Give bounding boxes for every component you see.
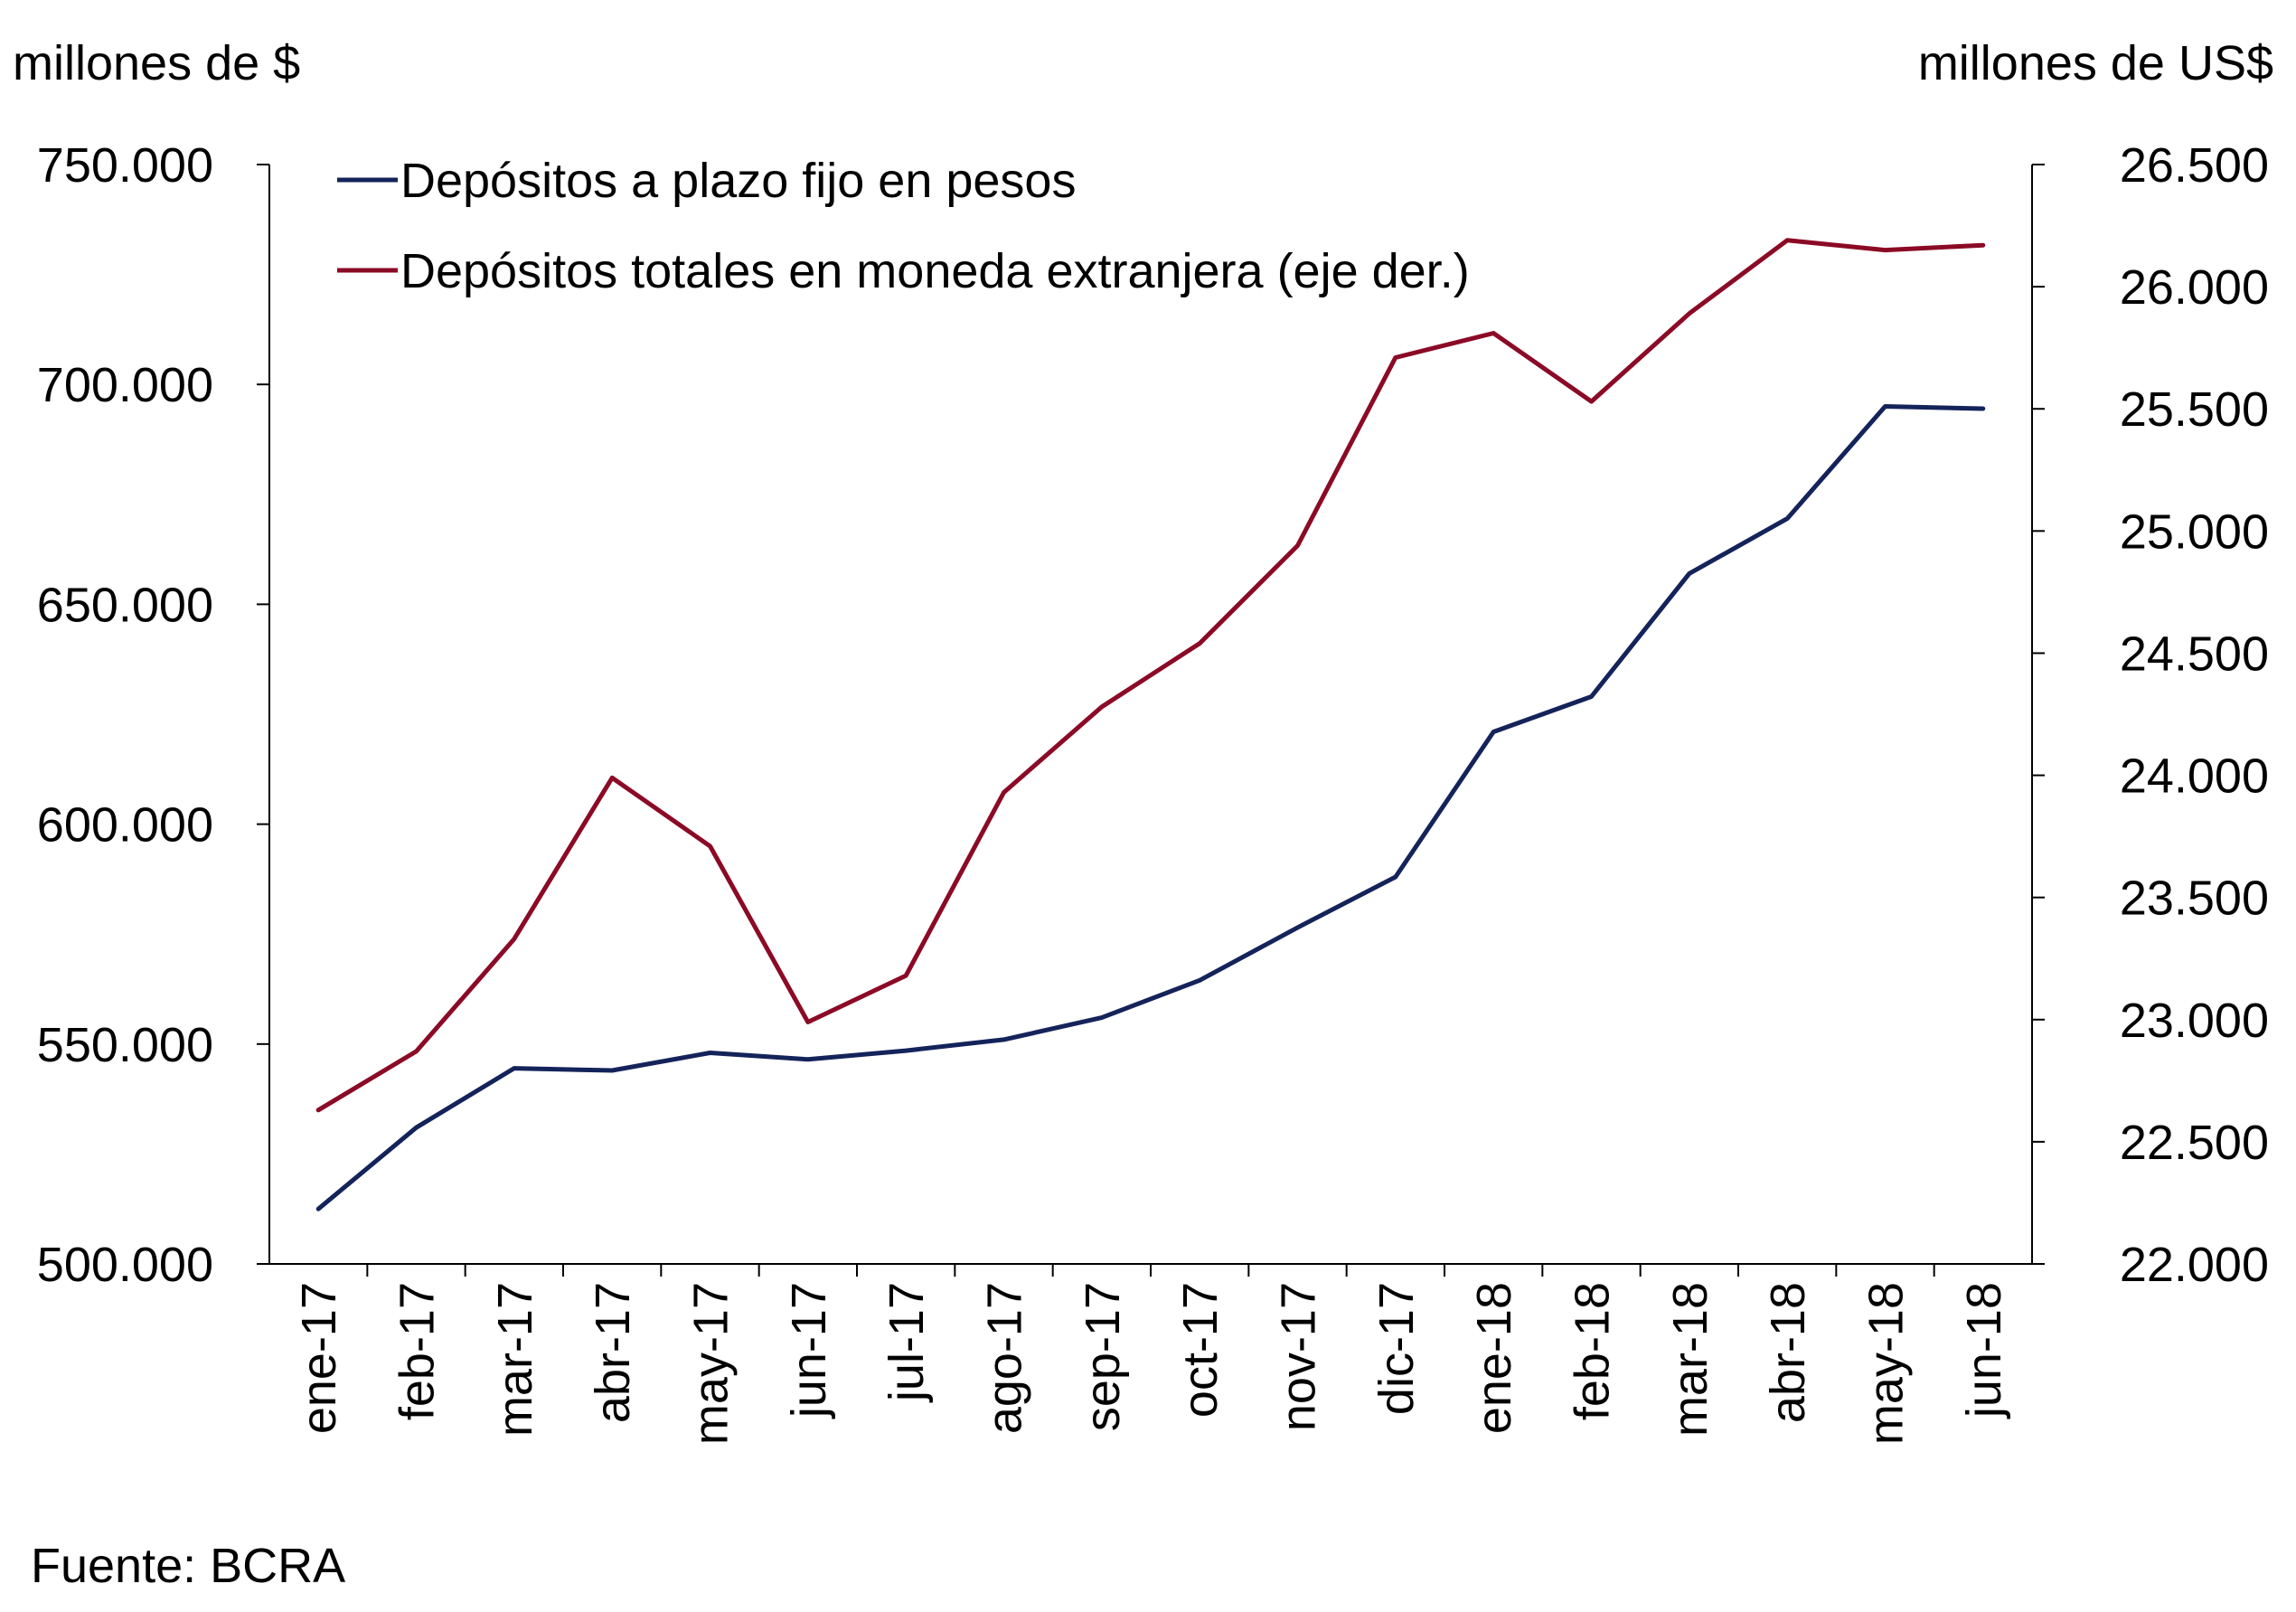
right-axis-tick-label: 24.500 — [2120, 627, 2269, 681]
right-axis-tick-label: 22.500 — [2120, 1116, 2269, 1170]
x-axis-category-label: abr-17 — [586, 1282, 640, 1423]
right-axis-tick-label: 25.000 — [2120, 504, 2269, 559]
series-line-depositos-moneda-extranjera — [315, 238, 1986, 1113]
right-axis-tick-label: 23.000 — [2120, 994, 2269, 1048]
x-axis-category-label: ene-18 — [1467, 1282, 1521, 1434]
x-axis-category-label: abr-18 — [1761, 1282, 1815, 1423]
x-axis-category-label: may-17 — [684, 1282, 739, 1445]
x-axis-category-label: oct-17 — [1173, 1282, 1228, 1418]
x-axis-category-label: feb-17 — [391, 1282, 445, 1420]
right-y-axis-ticks: 22.000 22.500 23.000 23.500 24.000 24.500 25.0… — [2032, 138, 2269, 1292]
x-axis-category-label: may-18 — [1859, 1282, 1914, 1445]
left-axis-tick-label: 750.000 — [37, 138, 213, 193]
x-axis-category-label: nov-17 — [1272, 1282, 1326, 1431]
x-axis-category-label: dic-17 — [1369, 1282, 1424, 1415]
x-axis-category-label: jun-18 — [1957, 1282, 2011, 1419]
left-y-axis-ticks: 500.000 550.000 600.000 650.000 700.000 750.0… — [37, 138, 269, 1292]
x-axis-ticks: ene-17 feb-17 mar-17 abr-17 may-17 jun-17 jul-… — [292, 1264, 2011, 1445]
x-axis-category-label: ago-17 — [978, 1282, 1032, 1434]
x-axis-category-label: jul-17 — [880, 1282, 934, 1403]
right-axis-tick-label: 26.000 — [2120, 260, 2269, 315]
right-axis-tick-label: 26.500 — [2120, 138, 2269, 193]
left-axis-unit-label: millones de $ — [13, 36, 300, 90]
x-axis-category-label: mar-18 — [1663, 1282, 1717, 1437]
left-axis-tick-label: 500.000 — [37, 1238, 213, 1292]
right-axis-tick-label: 22.000 — [2120, 1238, 2269, 1292]
x-axis-category-label: feb-18 — [1566, 1282, 1620, 1420]
left-axis-tick-label: 550.000 — [37, 1018, 213, 1072]
right-axis-tick-label: 24.000 — [2120, 749, 2269, 804]
right-axis-unit-label: millones de US$ — [1918, 36, 2273, 90]
x-axis-category-label: ene-17 — [292, 1282, 346, 1434]
legend-label-moneda-extranjera: Depósitos totales en moneda extranjera (… — [400, 244, 1470, 298]
source-note: Fuente: BCRA — [31, 1539, 345, 1593]
legend: Depósitos a plazo fijo en pesos Depósito… — [337, 154, 1470, 298]
left-axis-tick-label: 700.000 — [37, 358, 213, 412]
x-axis-category-label: mar-17 — [488, 1282, 542, 1437]
x-axis-category-label: sep-17 — [1076, 1282, 1130, 1431]
x-axis-category-label: jun-17 — [782, 1282, 836, 1419]
right-axis-tick-label: 23.500 — [2120, 872, 2269, 926]
series-line-plazo-fijo-pesos — [315, 404, 1986, 1211]
left-axis-tick-label: 650.000 — [37, 578, 213, 632]
right-axis-tick-label: 25.500 — [2120, 382, 2269, 437]
left-axis-tick-label: 600.000 — [37, 798, 213, 853]
legend-label-plazo-fijo: Depósitos a plazo fijo en pesos — [400, 154, 1076, 208]
